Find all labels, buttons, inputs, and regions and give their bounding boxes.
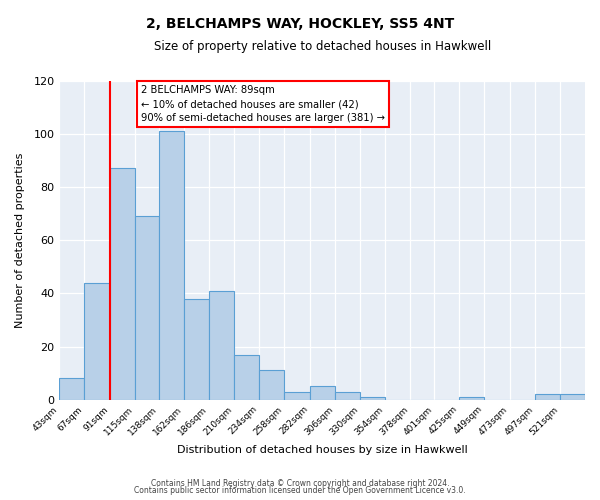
Bar bbox=[460, 397, 484, 400]
Bar bbox=[85, 282, 110, 400]
Text: Contains HM Land Registry data © Crown copyright and database right 2024.: Contains HM Land Registry data © Crown c… bbox=[151, 478, 449, 488]
Text: 2 BELCHAMPS WAY: 89sqm
← 10% of detached houses are smaller (42)
90% of semi-det: 2 BELCHAMPS WAY: 89sqm ← 10% of detached… bbox=[141, 86, 385, 124]
Bar bbox=[335, 392, 360, 400]
Y-axis label: Number of detached properties: Number of detached properties bbox=[15, 152, 25, 328]
Bar bbox=[560, 394, 585, 400]
Bar bbox=[535, 394, 560, 400]
Title: Size of property relative to detached houses in Hawkwell: Size of property relative to detached ho… bbox=[154, 40, 491, 53]
Bar bbox=[184, 298, 209, 400]
Bar bbox=[310, 386, 335, 400]
X-axis label: Distribution of detached houses by size in Hawkwell: Distribution of detached houses by size … bbox=[177, 445, 467, 455]
Text: 2, BELCHAMPS WAY, HOCKLEY, SS5 4NT: 2, BELCHAMPS WAY, HOCKLEY, SS5 4NT bbox=[146, 18, 454, 32]
Bar bbox=[110, 168, 135, 400]
Bar bbox=[259, 370, 284, 400]
Bar bbox=[59, 378, 85, 400]
Bar bbox=[360, 397, 385, 400]
Text: Contains public sector information licensed under the Open Government Licence v3: Contains public sector information licen… bbox=[134, 486, 466, 495]
Bar bbox=[234, 354, 259, 400]
Bar bbox=[284, 392, 310, 400]
Bar bbox=[135, 216, 159, 400]
Bar bbox=[209, 290, 234, 400]
Bar bbox=[159, 131, 184, 400]
